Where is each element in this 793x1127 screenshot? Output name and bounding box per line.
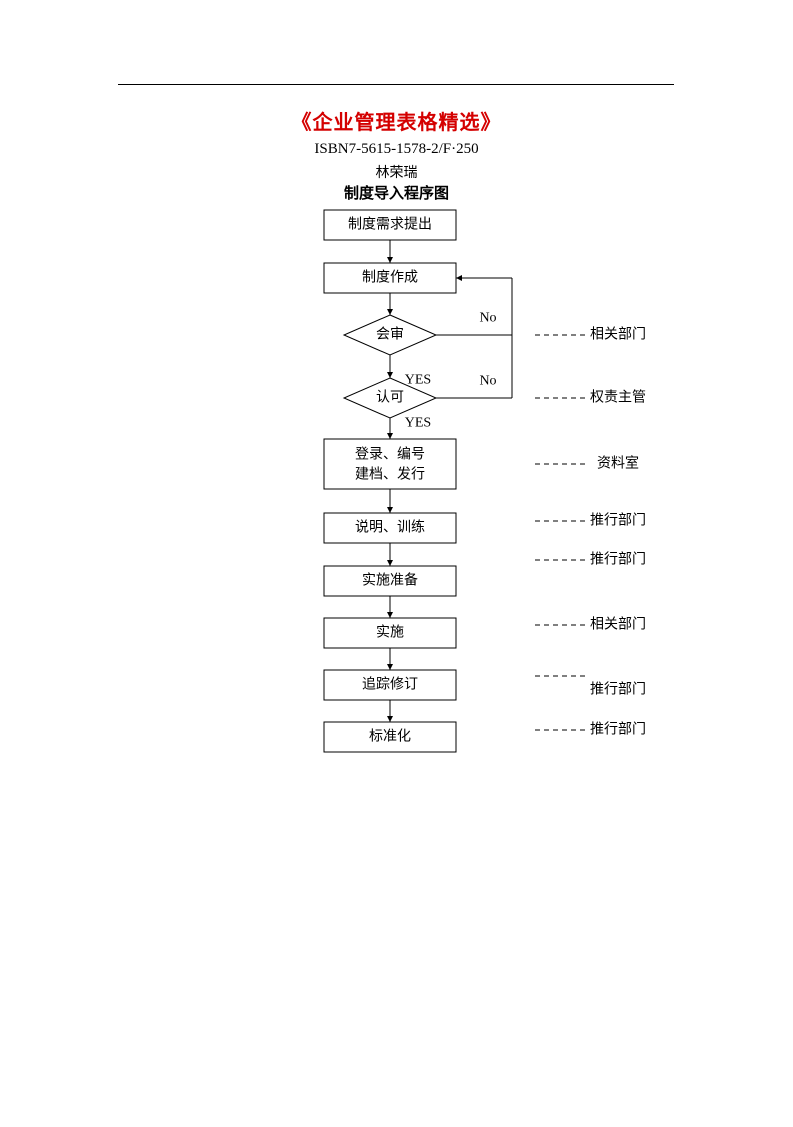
svg-text:YES: YES <box>405 373 431 388</box>
svg-text:No: No <box>479 311 496 326</box>
svg-text:认可: 认可 <box>376 390 404 406</box>
svg-text:No: No <box>479 374 496 389</box>
svg-text:推行部门: 推行部门 <box>590 552 646 568</box>
svg-text:资料室: 资料室 <box>597 455 639 472</box>
svg-text:实施: 实施 <box>376 625 404 641</box>
svg-text:YES: YES <box>405 416 431 431</box>
svg-text:实施准备: 实施准备 <box>362 572 418 589</box>
svg-text:制度需求提出: 制度需求提出 <box>348 217 432 233</box>
svg-text:标准化: 标准化 <box>369 729 411 745</box>
svg-text:登录、编号: 登录、编号 <box>355 447 425 463</box>
svg-text:说明、训练: 说明、训练 <box>355 520 425 536</box>
svg-text:会审: 会审 <box>376 327 404 343</box>
svg-text:相关部门: 相关部门 <box>590 617 646 633</box>
svg-text:推行部门: 推行部门 <box>590 682 646 698</box>
svg-text:推行部门: 推行部门 <box>590 722 646 738</box>
flowchart: 制度需求提出制度作成会审认可登录、编号建档、发行说明、训练实施准备实施追踪修订标… <box>0 0 793 1127</box>
svg-text:相关部门: 相关部门 <box>590 327 646 343</box>
svg-text:追踪修订: 追踪修订 <box>362 677 418 693</box>
svg-text:建档、发行: 建档、发行 <box>355 467 425 483</box>
svg-text:权责主管: 权责主管 <box>590 390 646 406</box>
svg-text:制度作成: 制度作成 <box>362 270 418 286</box>
svg-text:推行部门: 推行部门 <box>590 513 646 529</box>
